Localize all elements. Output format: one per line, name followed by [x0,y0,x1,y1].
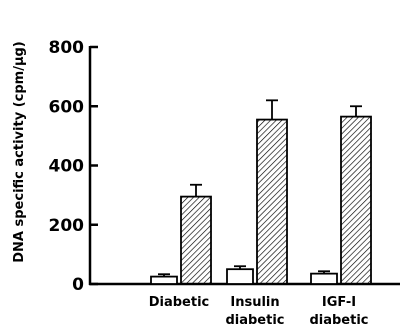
bar-control [226,268,254,285]
category-label: IGF-I [322,295,356,310]
labels: 0 200 400 600 800 DNA specific activity (cpm/… [12,38,369,328]
category-label: Insulin [230,295,279,310]
category-label: diabetic [225,313,284,328]
bar-treated [340,115,372,285]
y-tick-label: 600 [49,97,85,117]
bar-treated [256,118,288,285]
bar-treated [180,195,212,285]
bar-control [310,272,338,285]
y-tick-label: 0 [72,275,84,295]
bar-control [150,275,178,285]
y-tick-label: 400 [49,157,85,177]
bars [150,99,372,285]
y-axis-title: DNA specific activity (cpm/µg) [12,41,27,263]
category-label: diabetic [309,313,368,328]
y-tick-label: 800 [49,38,85,58]
y-tick-label: 200 [49,216,85,236]
category-label: Diabetic [149,295,210,310]
